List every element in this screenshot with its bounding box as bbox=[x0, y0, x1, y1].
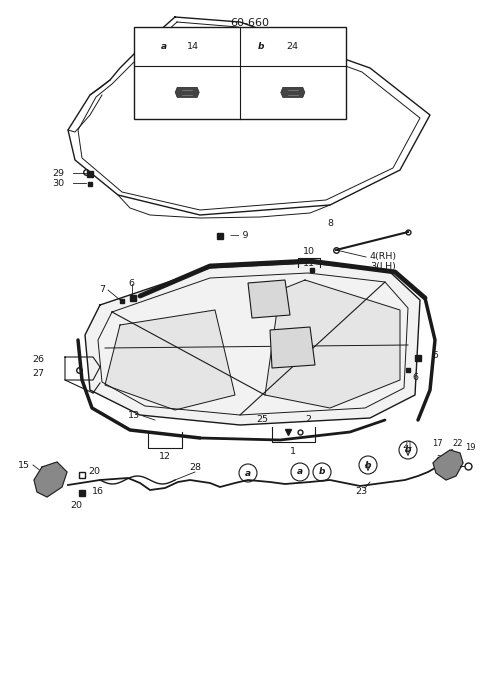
Text: 24: 24 bbox=[287, 42, 299, 51]
Text: 11: 11 bbox=[303, 258, 315, 267]
Text: 10: 10 bbox=[303, 248, 315, 256]
Text: 16: 16 bbox=[92, 488, 104, 496]
Text: 3(LH): 3(LH) bbox=[370, 262, 396, 271]
Text: b: b bbox=[319, 468, 325, 477]
Text: 17: 17 bbox=[432, 439, 443, 447]
Polygon shape bbox=[248, 280, 290, 318]
Text: 6: 6 bbox=[128, 279, 134, 288]
Text: 30: 30 bbox=[52, 178, 64, 188]
Text: 4(RH): 4(RH) bbox=[370, 252, 397, 262]
Polygon shape bbox=[34, 462, 67, 497]
Polygon shape bbox=[265, 280, 400, 408]
Text: 29: 29 bbox=[52, 169, 64, 177]
Text: 12: 12 bbox=[159, 452, 171, 461]
Text: 15: 15 bbox=[18, 460, 30, 469]
Polygon shape bbox=[85, 263, 420, 425]
Text: 26: 26 bbox=[32, 356, 44, 364]
Text: 20: 20 bbox=[88, 468, 100, 477]
Text: 1: 1 bbox=[290, 447, 296, 456]
Text: 13: 13 bbox=[128, 411, 140, 420]
Text: a: a bbox=[297, 468, 303, 477]
Text: 5: 5 bbox=[432, 350, 438, 360]
Text: 18: 18 bbox=[452, 460, 463, 469]
Text: 22: 22 bbox=[452, 439, 463, 447]
Text: 19: 19 bbox=[465, 443, 476, 452]
Text: 8: 8 bbox=[327, 218, 333, 228]
Text: a: a bbox=[245, 469, 251, 477]
Text: — 9: — 9 bbox=[230, 231, 249, 241]
Polygon shape bbox=[433, 450, 463, 480]
Polygon shape bbox=[270, 327, 315, 368]
Polygon shape bbox=[175, 87, 199, 97]
Text: 25: 25 bbox=[256, 415, 268, 424]
Text: 27: 27 bbox=[32, 369, 44, 377]
Text: b: b bbox=[258, 42, 264, 51]
Polygon shape bbox=[134, 27, 346, 119]
Text: b: b bbox=[405, 445, 411, 454]
Text: 21: 21 bbox=[403, 441, 413, 449]
Text: 14: 14 bbox=[187, 42, 199, 51]
Text: b: b bbox=[365, 460, 371, 469]
Text: 22: 22 bbox=[436, 456, 446, 464]
Text: 2: 2 bbox=[305, 415, 311, 424]
Text: 28: 28 bbox=[189, 464, 201, 473]
Text: 20: 20 bbox=[70, 500, 82, 509]
Polygon shape bbox=[105, 310, 235, 410]
Text: 7: 7 bbox=[99, 286, 105, 294]
Text: 60-660: 60-660 bbox=[230, 18, 269, 28]
Polygon shape bbox=[281, 87, 305, 97]
Text: 23: 23 bbox=[355, 488, 367, 496]
Text: a: a bbox=[161, 42, 167, 51]
Text: 6: 6 bbox=[412, 373, 418, 382]
